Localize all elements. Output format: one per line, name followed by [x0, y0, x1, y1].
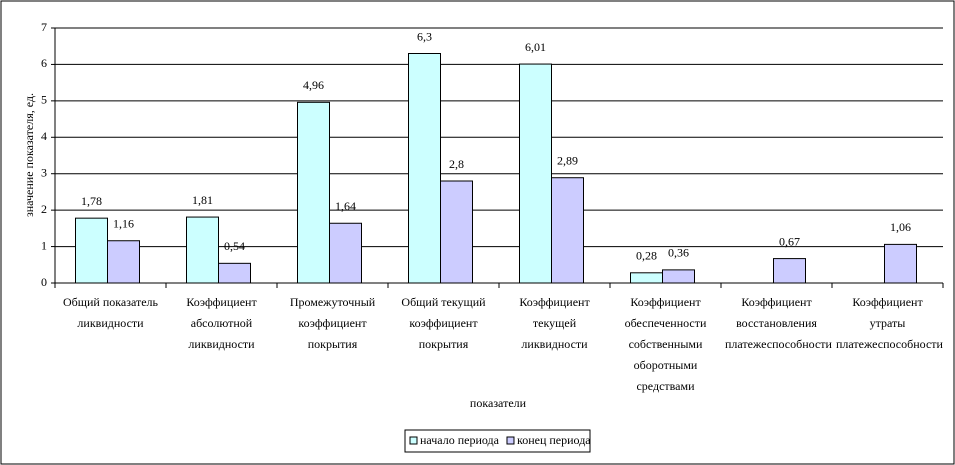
- x-tick-label: Промежуточный коэффициент покрытия: [289, 295, 376, 351]
- value-label: 0,67: [779, 234, 800, 248]
- x-tick-label: Коэффициент утраты платежеспособности: [836, 295, 943, 351]
- x-tick-label: Коэффициент абсолютной ликвидности: [186, 295, 257, 351]
- bar: [186, 216, 219, 284]
- legend-box: [404, 429, 591, 453]
- value-label: 1,78: [81, 194, 102, 208]
- bar: [551, 177, 584, 284]
- bar: [662, 269, 695, 284]
- y-tick-label: 4: [41, 129, 47, 143]
- x-tick-label: Коэффициент текущей ликвидности: [519, 295, 590, 351]
- value-label: 1,16: [113, 216, 134, 230]
- bar: [519, 63, 552, 284]
- x-axis-title: показатели: [470, 396, 527, 410]
- y-axis-title: значение показателя, ед.: [22, 93, 36, 217]
- bar: [773, 258, 806, 284]
- bar: [630, 272, 663, 284]
- value-label: 0,36: [668, 246, 689, 260]
- value-label: 1,06: [890, 220, 911, 234]
- value-label: 6,01: [525, 40, 546, 54]
- y-tick-label: 6: [41, 56, 47, 70]
- y-tick-label: 3: [41, 165, 47, 179]
- y-tick-label: 2: [41, 202, 47, 216]
- y-tick-label: 5: [41, 93, 47, 107]
- legend-swatch: [506, 436, 515, 445]
- value-label: 0,54: [224, 239, 245, 253]
- x-tick-label: Коэффициент восстановления платежеспособ…: [725, 295, 832, 351]
- bar: [107, 240, 140, 284]
- legend-swatch: [409, 436, 418, 445]
- bar: [297, 101, 330, 284]
- legend-label: начало периода: [420, 433, 500, 447]
- value-label: 6,3: [417, 29, 432, 43]
- value-label: 4,96: [303, 78, 324, 92]
- bar: [408, 53, 441, 284]
- value-label: 1,64: [335, 199, 356, 213]
- x-tick-label: Коэффициент обеспеченности собственными …: [624, 295, 707, 393]
- y-tick-label: 7: [41, 20, 47, 34]
- legend-label: конец периода: [517, 433, 591, 447]
- y-tick-label: 1: [41, 238, 47, 252]
- bar: [75, 217, 108, 284]
- x-tick-label: Общий показатель ликвидности: [62, 295, 159, 330]
- value-label: 1,81: [192, 193, 213, 207]
- value-label: 2,8: [449, 157, 464, 171]
- value-label: 0,28: [636, 249, 657, 263]
- bar: [329, 222, 362, 284]
- y-tick-label: 0: [41, 275, 47, 289]
- x-tick-label: Общий текущий коэффициент покрытия: [401, 295, 486, 351]
- bar: [884, 243, 917, 284]
- bar: [440, 180, 473, 284]
- bar: [218, 262, 251, 284]
- value-label: 2,89: [557, 153, 578, 167]
